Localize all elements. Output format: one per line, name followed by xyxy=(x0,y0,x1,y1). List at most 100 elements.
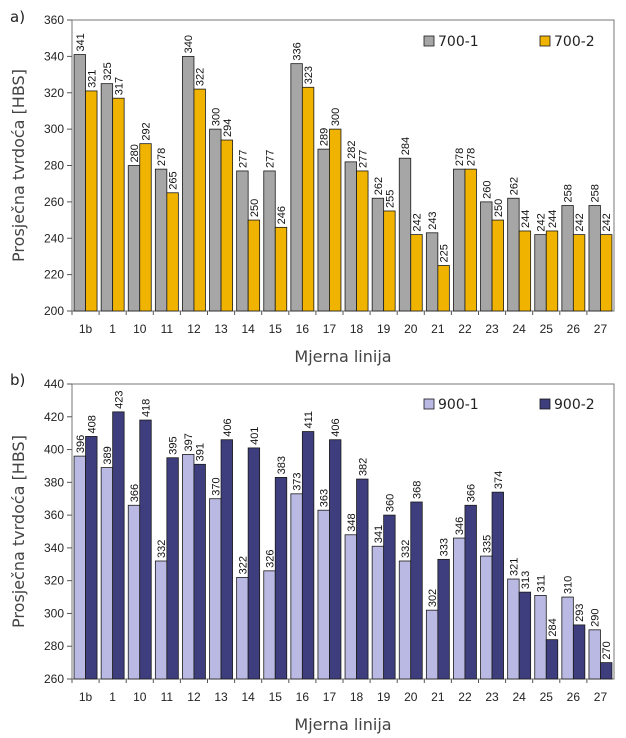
plot-area xyxy=(71,383,615,680)
legend-label: 900-1 xyxy=(438,397,479,413)
data-label: 406 xyxy=(222,418,234,436)
data-label: 258 xyxy=(563,184,575,202)
x-tick-label: 15 xyxy=(269,690,283,704)
y-tick-label: 220 xyxy=(44,268,64,282)
x-tick-label: 16 xyxy=(296,322,310,336)
data-label: 244 xyxy=(520,210,532,228)
data-label: 321 xyxy=(86,70,98,88)
bar-700-2-27 xyxy=(600,234,613,312)
bar-700-1-23 xyxy=(480,201,493,312)
panel-label: b) xyxy=(10,371,25,389)
data-label: 311 xyxy=(536,575,548,593)
bar-700-1-10 xyxy=(127,165,141,312)
x-tick-label: 15 xyxy=(269,322,283,336)
bar-700-1-25 xyxy=(534,234,547,312)
x-tick-label: 11 xyxy=(161,322,174,336)
data-label: 250 xyxy=(493,199,505,217)
bar-700-1-16 xyxy=(290,63,303,312)
data-label: 370 xyxy=(210,477,222,495)
bar-700-2-15 xyxy=(274,226,288,312)
bar-900-1-27 xyxy=(588,629,601,680)
y-tick-label: 320 xyxy=(44,574,64,588)
bar-900-1-18 xyxy=(344,534,357,680)
data-label: 325 xyxy=(102,62,114,80)
y-tick-label: 240 xyxy=(44,231,64,245)
x-tick-label: 19 xyxy=(377,322,391,336)
x-tick-label: 1b xyxy=(79,322,93,336)
x-tick-label: 27 xyxy=(594,690,608,704)
y-tick-label: 400 xyxy=(44,443,64,457)
bar-700-2-21 xyxy=(437,265,450,312)
data-label: 246 xyxy=(276,206,288,224)
bar-900-1-17 xyxy=(317,509,330,680)
data-label: 300 xyxy=(210,108,222,126)
bar-700-1-19 xyxy=(371,197,385,312)
data-label: 289 xyxy=(319,128,331,146)
data-label: 382 xyxy=(357,458,369,476)
legend-swatch xyxy=(539,35,551,47)
bar-900-2-10 xyxy=(139,419,152,680)
data-label: 258 xyxy=(590,184,602,202)
data-label: 302 xyxy=(427,589,439,607)
data-label: 395 xyxy=(168,436,180,454)
chart-panel-b: 260 280 300 320 340 360 380 400 420 440 396 408 1b 38… xyxy=(9,371,615,734)
data-label: 340 xyxy=(183,35,195,53)
bar-900-1-21 xyxy=(425,609,439,680)
bar-900-1-22 xyxy=(453,537,466,680)
data-label: 418 xyxy=(141,399,153,417)
data-label: 317 xyxy=(113,77,125,95)
data-label: 341 xyxy=(75,33,87,51)
bar-900-2-11 xyxy=(166,457,179,680)
bar-900-2-21 xyxy=(437,558,450,680)
x-tick-label: 22 xyxy=(458,690,472,704)
x-tick-label: 17 xyxy=(323,690,337,704)
bar-900-1-19 xyxy=(371,545,385,680)
data-label: 242 xyxy=(601,213,613,231)
data-label: 373 xyxy=(292,472,304,490)
x-tick-label: 23 xyxy=(485,322,499,336)
data-label: 284 xyxy=(547,618,559,636)
bar-700-1-18 xyxy=(344,161,357,312)
bar-900-1-23 xyxy=(480,555,493,680)
data-label: 290 xyxy=(590,608,602,626)
legend-swatch xyxy=(423,398,435,410)
bar-700-1-15 xyxy=(263,170,276,312)
data-label: 346 xyxy=(454,517,466,535)
legend-label: 700-2 xyxy=(554,34,595,50)
bar-700-2-14 xyxy=(247,219,261,312)
bar-900-2-22 xyxy=(464,504,477,680)
bar-700-1-17 xyxy=(317,148,330,312)
x-tick-label: 10 xyxy=(133,322,147,336)
data-label: 278 xyxy=(466,148,478,166)
bar-900-2-24 xyxy=(518,591,532,680)
y-axis-title: Prosječna tvrdoća [HBS] xyxy=(9,69,28,262)
y-tick-label: 420 xyxy=(44,410,64,424)
bar-700-1-12 xyxy=(182,55,195,312)
data-label: 225 xyxy=(439,244,451,262)
y-tick-label: 360 xyxy=(44,508,64,522)
x-tick-label: 18 xyxy=(350,690,364,704)
data-label: 242 xyxy=(536,213,548,231)
bar-900-1-11 xyxy=(154,560,168,680)
bar-700-2-12 xyxy=(193,88,206,312)
data-label: 292 xyxy=(141,122,153,140)
x-tick-label: 27 xyxy=(594,322,608,336)
x-tick-label: 18 xyxy=(350,322,364,336)
x-tick-label: 14 xyxy=(241,322,255,336)
bar-900-2-15 xyxy=(274,477,288,680)
bar-900-2-19 xyxy=(383,514,396,680)
bar-900-1-16 xyxy=(290,493,303,680)
x-tick-label: 13 xyxy=(214,690,228,704)
y-tick-label: 440 xyxy=(44,377,64,391)
legend-swatch xyxy=(423,35,435,47)
y-tick-label: 300 xyxy=(44,606,64,620)
data-label: 282 xyxy=(346,141,358,159)
bar-700-2-1b xyxy=(85,90,98,312)
data-label: 294 xyxy=(222,119,234,137)
bar-900-1-1 xyxy=(100,467,114,680)
bar-700-1-1 xyxy=(100,83,114,312)
data-label: 255 xyxy=(384,190,396,208)
bar-900-1-1b xyxy=(73,455,86,680)
y-tick-label: 340 xyxy=(44,541,64,555)
data-label: 332 xyxy=(400,540,412,558)
